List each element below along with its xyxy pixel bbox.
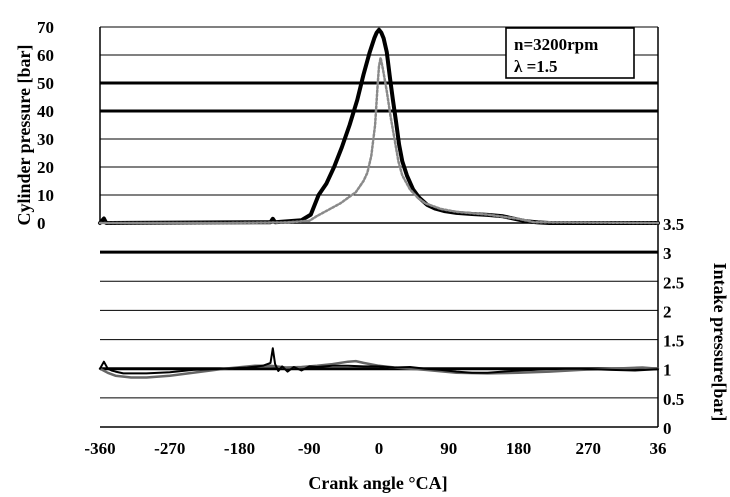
- y-tick-right-3: 3: [663, 244, 672, 263]
- x-tick--360: -360: [84, 439, 115, 458]
- y-tick-right-1.5: 1.5: [663, 332, 684, 351]
- series-intake-gray: [98, 359, 660, 379]
- legend-box: n=3200rpm λ =1.5: [505, 27, 635, 79]
- series-layer: [98, 27, 660, 379]
- y-tick-right-0: 0: [663, 419, 672, 438]
- y-axis-title-right: Intake pressure[bar]: [710, 263, 730, 422]
- y-tick-left-70: 70: [37, 18, 54, 37]
- x-tick-0: 0: [375, 439, 384, 458]
- x-tick-270: 270: [576, 439, 602, 458]
- y-tick-left-0: 0: [37, 214, 46, 233]
- y-tick-left-10: 10: [37, 186, 54, 205]
- series-intake-solid: [99, 347, 659, 375]
- legend-frame: [505, 27, 635, 79]
- y-axis-title-left: Cylinder pressure [bar]: [14, 44, 34, 225]
- legend-line-1: n=3200rpm: [514, 35, 598, 54]
- x-axis-title: Crank angle °CA]: [308, 473, 447, 493]
- x-tick--90: -90: [298, 439, 321, 458]
- x-tick--270: -270: [154, 439, 185, 458]
- y-tick-right-3.5: 3.5: [663, 215, 684, 234]
- tick-layer: 0 10 20 30 40 50 60 70 0 0.5 1 1.5 2 2.5 3 3.5 -360 -270 -…: [37, 18, 684, 458]
- y-tick-right-2: 2: [663, 302, 672, 321]
- y-tick-left-20: 20: [37, 158, 54, 177]
- x-tick-180: 180: [506, 439, 532, 458]
- y-tick-left-50: 50: [37, 74, 54, 93]
- y-tick-right-2.5: 2.5: [663, 273, 684, 292]
- y-tick-right-1: 1: [663, 361, 672, 380]
- x-tick-36: 36: [650, 439, 667, 458]
- y-tick-left-40: 40: [37, 102, 54, 121]
- legend-line-2: λ =1.5: [514, 57, 558, 76]
- x-tick--180: -180: [224, 439, 255, 458]
- series-cylinder-dotted: [98, 56, 660, 225]
- y-tick-left-30: 30: [37, 130, 54, 149]
- x-tick-90: 90: [440, 439, 457, 458]
- y-tick-left-60: 60: [37, 46, 54, 65]
- y-tick-right-0.5: 0.5: [663, 390, 684, 409]
